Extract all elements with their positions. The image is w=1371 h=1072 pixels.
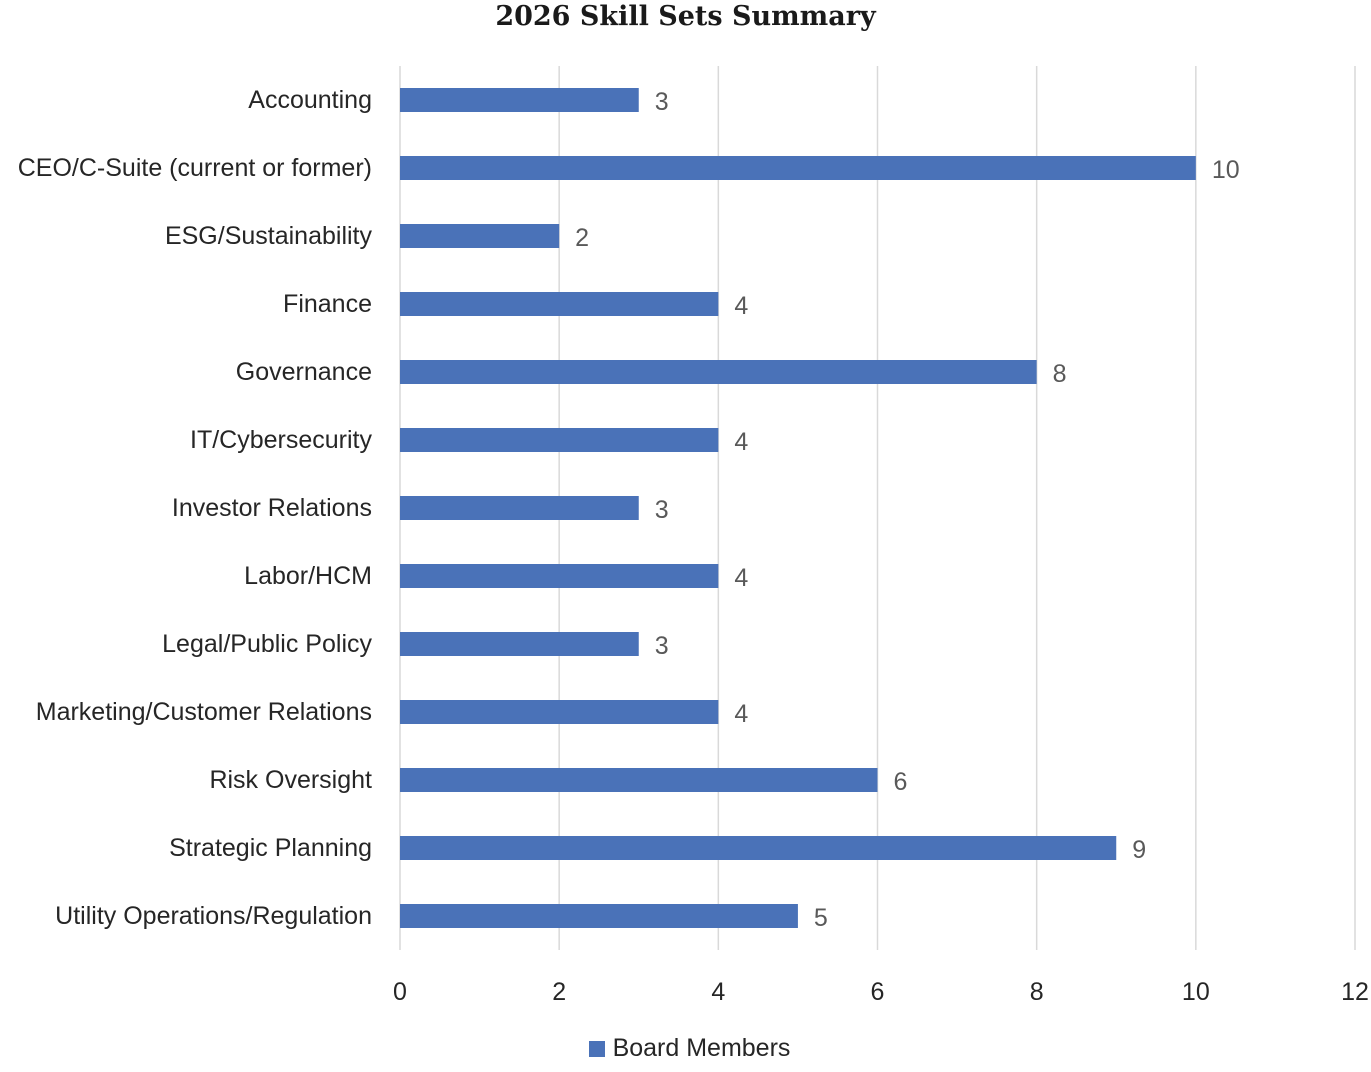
bar-3 (400, 292, 719, 316)
bar-9 (400, 700, 719, 724)
chart-title: 2026 Skill Sets Summary (495, 1, 876, 32)
bar-chart: Accounting CEO/C-Suite (current or former… (18, 66, 1369, 1006)
data-labels: 3 10 2 4 8 4 3 4 3 4 6 9 5 (575, 88, 1239, 932)
legend-swatch (588, 1040, 605, 1057)
x-tick-label-10: 10 (1182, 978, 1210, 1006)
category-label-2: ESG/Sustainability (165, 222, 373, 250)
category-labels: Accounting CEO/C-Suite (current or former… (18, 86, 373, 930)
data-label-9: 4 (734, 700, 748, 728)
bar-7 (400, 564, 719, 588)
legend: Board Members (0, 1034, 1371, 1063)
x-tick-label-0: 0 (393, 978, 407, 1006)
data-label-3: 4 (734, 292, 748, 320)
data-label-10: 6 (894, 768, 908, 796)
bar-0 (400, 88, 639, 112)
data-label-2: 2 (575, 224, 589, 252)
category-label-11: Strategic Planning (169, 834, 372, 862)
bar-2 (400, 224, 560, 248)
x-tick-label-4: 4 (711, 978, 725, 1006)
bar-4 (400, 360, 1037, 384)
category-label-9: Marketing/Customer Relations (36, 698, 372, 726)
data-label-8: 3 (655, 632, 669, 660)
data-label-7: 4 (734, 564, 748, 592)
bar-1 (400, 156, 1196, 180)
bar-6 (400, 496, 639, 520)
x-tick-label-8: 8 (1030, 978, 1044, 1006)
bars (400, 88, 1196, 928)
legend-item: Board Members (588, 1034, 791, 1063)
category-label-8: Legal/Public Policy (162, 630, 372, 658)
data-label-5: 4 (734, 428, 748, 456)
data-label-4: 8 (1053, 360, 1067, 388)
data-label-1: 10 (1212, 156, 1240, 184)
category-label-4: Governance (236, 358, 372, 386)
x-tick-label-2: 2 (552, 978, 566, 1006)
category-label-0: Accounting (248, 86, 372, 114)
x-tick-label-6: 6 (871, 978, 885, 1006)
category-label-6: Investor Relations (172, 494, 372, 522)
category-label-12: Utility Operations/Regulation (55, 902, 372, 930)
bar-11 (400, 836, 1117, 860)
bar-8 (400, 632, 639, 656)
x-tick-label-12: 12 (1341, 978, 1369, 1006)
data-label-12: 5 (814, 904, 828, 932)
category-label-10: Risk Oversight (209, 766, 372, 794)
category-label-5: IT/Cybersecurity (190, 426, 372, 454)
category-label-1: CEO/C-Suite (current or former) (18, 154, 372, 182)
bar-5 (400, 428, 719, 452)
data-label-0: 3 (655, 88, 669, 116)
bar-10 (400, 768, 878, 792)
legend-label: Board Members (612, 1034, 791, 1062)
category-label-7: Labor/HCM (244, 562, 372, 590)
bar-12 (400, 904, 798, 928)
data-label-11: 9 (1132, 836, 1146, 864)
data-label-6: 3 (655, 496, 669, 524)
x-axis-tick-labels: 0 2 4 6 8 10 12 (393, 978, 1369, 1006)
category-label-3: Finance (283, 290, 372, 318)
